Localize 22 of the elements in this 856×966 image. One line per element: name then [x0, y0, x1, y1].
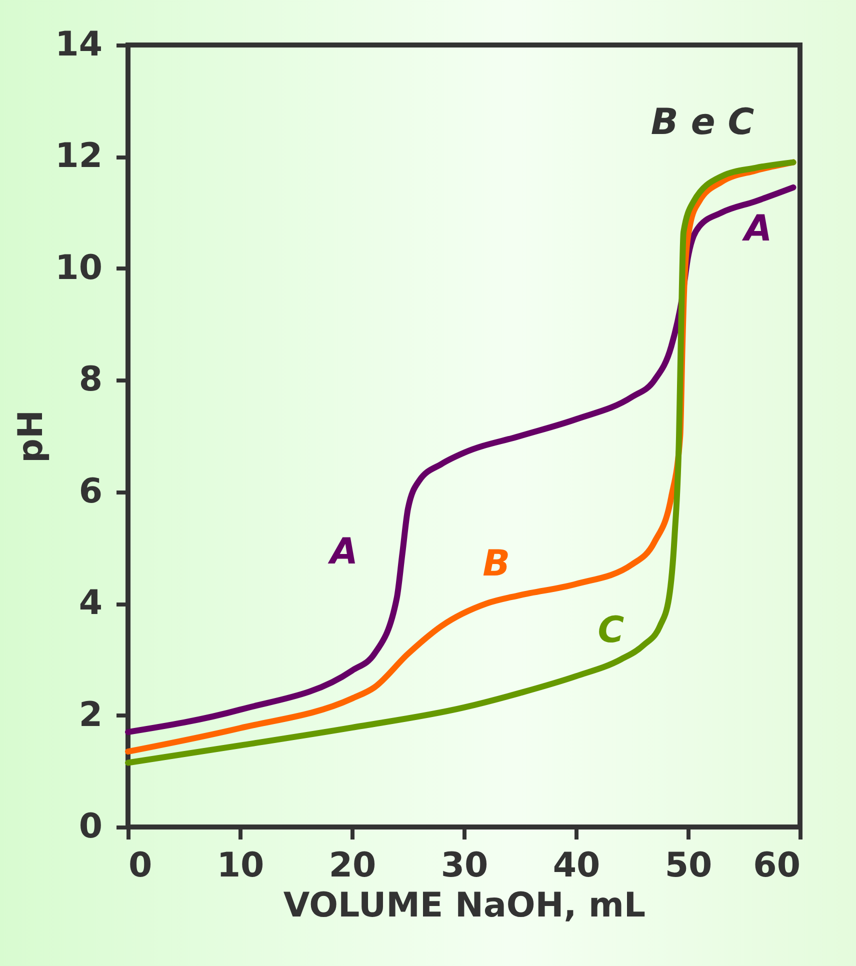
text: A [330, 532, 358, 573]
y-tick-label: 0 [78, 806, 102, 846]
x-tick-label: 60 [753, 846, 800, 886]
y-tick-label: 14 [55, 24, 102, 64]
y-tick-label: 4 [78, 583, 102, 624]
x-tick-label: 50 [664, 846, 712, 886]
x-axis-title: VOLUME NaOH, mL [283, 886, 646, 926]
x-tick-label: 20 [328, 846, 376, 886]
y-tick-label: 2 [78, 694, 102, 735]
annotation: B e C [650, 102, 755, 144]
x-tick-label: 30 [440, 846, 488, 886]
series-label: C [598, 610, 625, 652]
y-tick-label: 10 [55, 248, 102, 288]
x-tick-label: 10 [216, 846, 264, 886]
y-tick-label: 8 [78, 360, 102, 400]
series-label: A [741, 208, 772, 250]
y-tick-label: 12 [55, 136, 102, 176]
y-tick-label: 6 [78, 471, 102, 512]
series-label: B [482, 544, 510, 585]
y-axis-title: pH [11, 410, 52, 463]
x-tick-label: 0 [128, 846, 152, 886]
x-tick-label: 40 [552, 846, 600, 886]
